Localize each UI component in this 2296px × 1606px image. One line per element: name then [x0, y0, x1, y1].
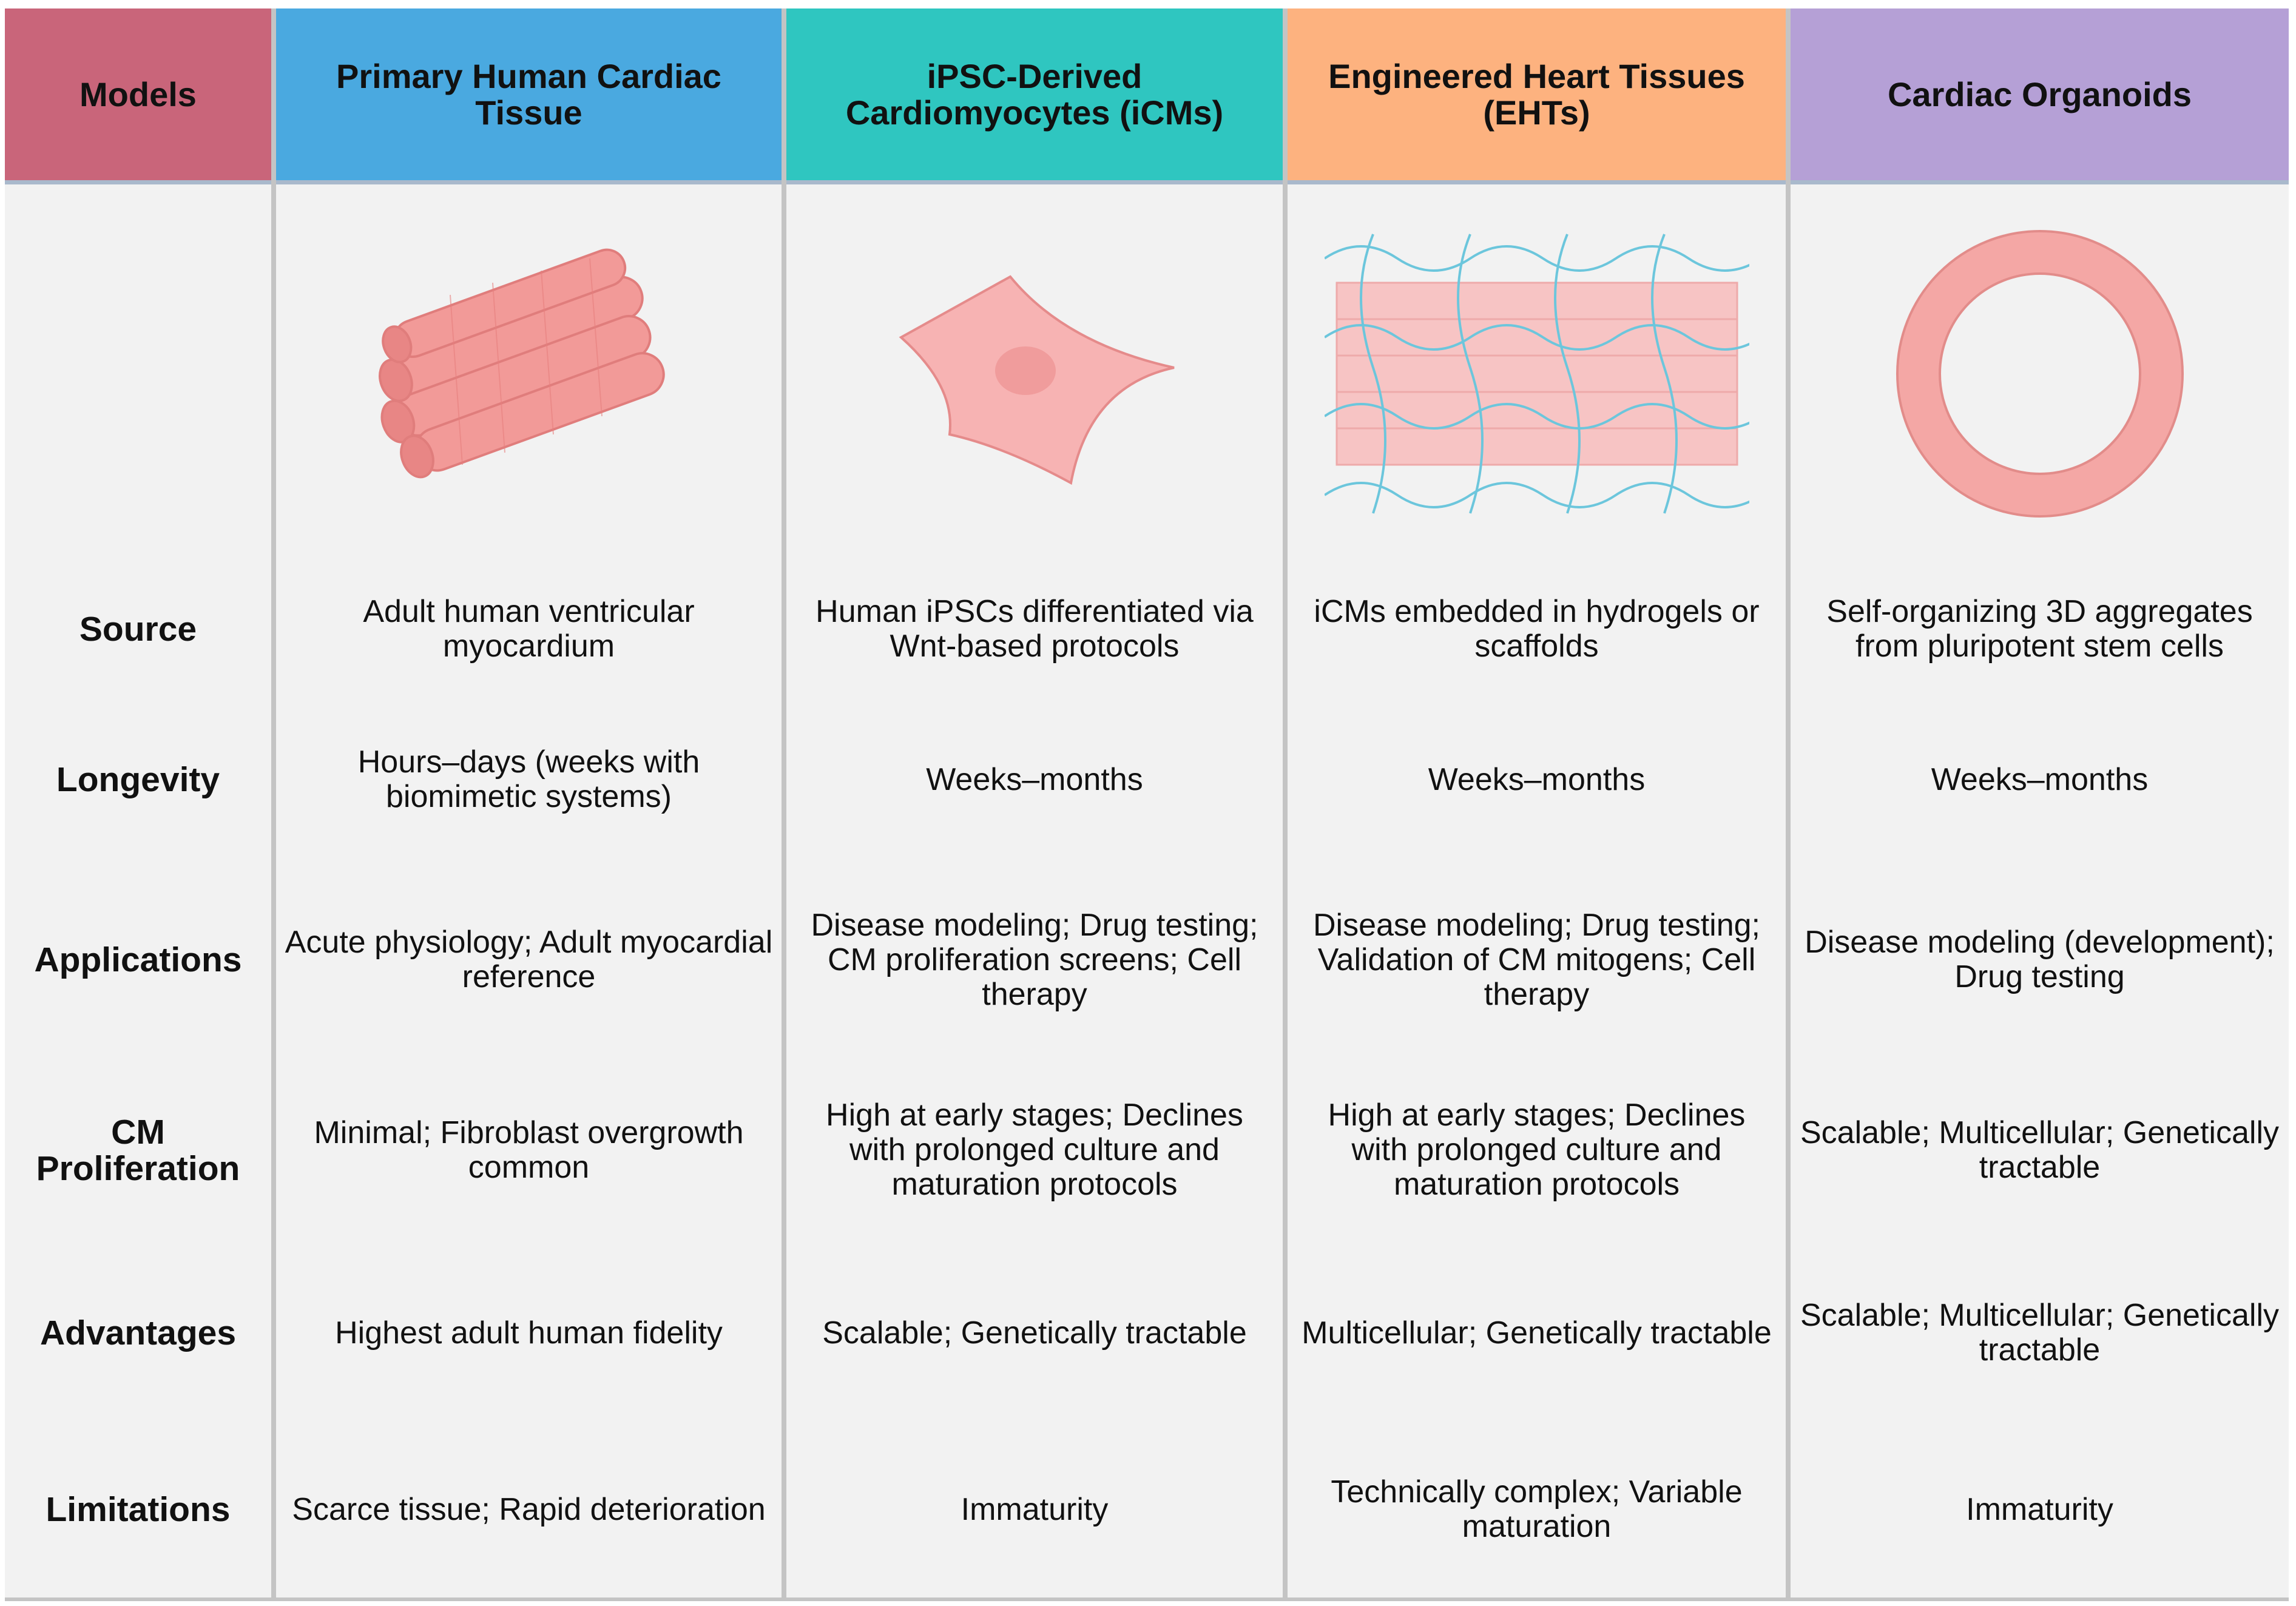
header-cell: Primary Human Cardiac Tissue [276, 8, 782, 184]
organoid-illustration [1791, 184, 2289, 562]
organoid-icon [1896, 229, 2184, 518]
row-label: Advantages [5, 1244, 271, 1422]
row-label: Source [5, 562, 271, 695]
table-cell: Minimal; Fibroblast overgrowth common [276, 1056, 782, 1244]
table-cell: Weeks–months [1791, 695, 2289, 864]
table-cell: Adult human ventricular myocardium [276, 562, 782, 695]
table-cell: iCMs embedded in hydrogels or scaffolds [1288, 562, 1786, 695]
header-cell: Cardiac Organoids [1791, 8, 2289, 184]
table-cell: Immaturity [786, 1422, 1283, 1598]
header-cell: iPSC-Derived Cardiomyocytes (iCMs) [786, 8, 1283, 184]
header-cell: Models [5, 8, 271, 184]
table-cell: Technically complex; Variable maturation [1288, 1422, 1786, 1598]
table-cell: Disease modeling; Drug testing; CM proli… [786, 864, 1283, 1056]
table-cell: Scarce tissue; Rapid deterioration [276, 1422, 782, 1598]
table-cell: Disease modeling; Drug testing; Validati… [1288, 864, 1786, 1056]
table-cell: High at early stages; Declines with prol… [786, 1056, 1283, 1244]
comparison-table: Models Primary Human Cardiac Tissue iPSC-D… [5, 8, 2289, 1601]
table-cell: Weeks–months [1288, 695, 1786, 864]
table-cell: Weeks–months [786, 695, 1283, 864]
muscle-fibers-icon [378, 248, 665, 478]
row-label: Longevity [5, 695, 271, 864]
table-cell: High at early stages; Declines with prol… [1288, 1056, 1786, 1244]
header-cell: Engineered Heart Tissues (EHTs) [1288, 8, 1786, 184]
table-cell: Multicellular; Genetically tractable [1288, 1244, 1786, 1422]
tissue-illustration [276, 184, 782, 562]
row-label: CM Proliferation [5, 1056, 271, 1244]
blank-cell [5, 184, 271, 562]
table-cell: Scalable; Genetically tractable [786, 1244, 1283, 1422]
table-cell: Immaturity [1791, 1422, 2289, 1598]
table-cell: Scalable; Multicellular; Genetically tra… [1791, 1056, 2289, 1244]
table-cell: Self-organizing 3D aggregates from pluri… [1791, 562, 2289, 695]
table-cell: Scalable; Multicellular; Genetically tra… [1791, 1244, 2289, 1422]
cardiomyocyte-icon [899, 274, 1175, 485]
row-label: Applications [5, 864, 271, 1056]
table-cell: Human iPSCs differentiated via Wnt-based… [786, 562, 1283, 695]
table-cell: Acute physiology; Adult myocardial refer… [276, 864, 782, 1056]
cell-illustration [786, 184, 1283, 562]
table-cell: Hours–days (weeks with biomimetic system… [276, 695, 782, 864]
table-cell: Disease modeling (development); Drug tes… [1791, 864, 2289, 1056]
engineered-tissue-icon [1324, 233, 1749, 514]
table-cell: Highest adult human fidelity [276, 1244, 782, 1422]
row-label: Limitations [5, 1422, 271, 1598]
eht-illustration [1288, 184, 1786, 562]
